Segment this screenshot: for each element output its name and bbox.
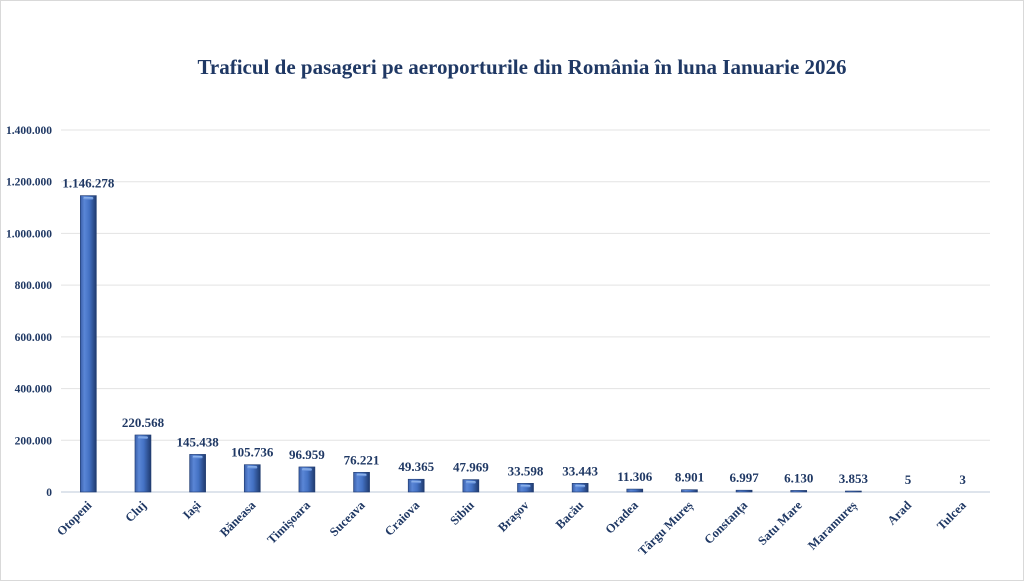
- bar: [80, 195, 97, 493]
- data-label: 96.959: [289, 447, 325, 462]
- x-tick-label: Iași: [180, 498, 205, 523]
- bar: [790, 490, 808, 493]
- x-tick-label: Suceava: [327, 498, 368, 539]
- x-tick-label: Băneasa: [217, 498, 259, 540]
- data-label: 6.130: [784, 470, 813, 485]
- bar: [353, 471, 370, 493]
- bars: [80, 195, 862, 493]
- y-tick-label: 400.000: [15, 384, 53, 396]
- x-tick-label: Tulcea: [934, 498, 969, 533]
- data-label: 3.853: [839, 471, 869, 486]
- bar-highlight: [83, 197, 94, 200]
- x-tick-label: Oradea: [603, 498, 642, 537]
- bar-highlight: [356, 473, 367, 477]
- data-label: 8.901: [675, 470, 704, 485]
- y-axis-ticks: 0 200.000 400.000 600.000 800.000 1.000.000 1.…: [6, 125, 52, 499]
- gridlines: [61, 129, 990, 441]
- x-tick-label: Timișoara: [264, 498, 314, 548]
- bar-body: [845, 490, 862, 493]
- chart-title: Traficul de pasageri pe aeroporturile di…: [197, 55, 846, 79]
- bar: [189, 454, 206, 493]
- bar-body: [298, 466, 316, 493]
- bar-body: [80, 195, 97, 493]
- bar: [298, 466, 316, 493]
- bar-body: [517, 483, 534, 493]
- data-label: 33.443: [562, 463, 598, 478]
- x-axis-ticks: Otopeni Cluj Iași Băneasa Timișoara Suceava Cr…: [54, 498, 969, 559]
- data-label: 76.221: [344, 452, 380, 467]
- bar: [571, 483, 589, 493]
- bar-body: [243, 464, 261, 493]
- data-label: 33.598: [508, 463, 544, 478]
- y-tick-label: 0: [46, 487, 52, 499]
- bar-body: [626, 488, 644, 493]
- y-tick-label: 1.000.000: [6, 228, 52, 240]
- data-label: 220.568: [122, 415, 165, 430]
- data-label: 3: [959, 472, 966, 487]
- bar-highlight: [575, 484, 586, 488]
- bar-highlight: [301, 468, 312, 471]
- bar: [626, 488, 644, 493]
- x-tick-label: Bacău: [553, 498, 587, 532]
- y-tick-label: 1.400.000: [6, 125, 52, 137]
- x-tick-label: Craiova: [382, 498, 423, 539]
- bar-highlight: [247, 466, 258, 469]
- bar-highlight: [192, 455, 203, 459]
- bar: [462, 479, 480, 493]
- data-labels: 1.146.278 220.568 145.438 105.736 96.959 76.2…: [62, 176, 966, 487]
- bar: [517, 483, 534, 493]
- bar-highlight: [520, 484, 531, 488]
- y-tick-label: 600.000: [15, 332, 53, 344]
- data-label: 49.365: [398, 459, 434, 474]
- data-label: 11.306: [617, 469, 653, 484]
- y-tick-label: 1.200.000: [6, 177, 52, 189]
- data-label: 105.736: [231, 445, 274, 460]
- x-tick-label: Sibiu: [447, 498, 477, 528]
- bar: [243, 464, 261, 493]
- bar-body: [735, 489, 753, 493]
- bar-body: [571, 483, 589, 493]
- bar-highlight: [465, 481, 476, 484]
- data-label: 47.969: [453, 460, 489, 475]
- data-label: 145.438: [176, 434, 219, 449]
- bar: [735, 489, 753, 493]
- data-label: 1.146.278: [62, 176, 115, 191]
- x-tick-label: Maramureș: [805, 498, 860, 553]
- bar-body: [681, 489, 698, 493]
- bar-highlight: [137, 436, 148, 439]
- bar: [845, 490, 862, 493]
- bar: [134, 434, 152, 493]
- y-tick-label: 800.000: [15, 280, 53, 292]
- x-tick-label: Târgu Mureș: [635, 498, 696, 559]
- x-tick-label: Arad: [885, 498, 915, 528]
- data-label: 5: [905, 472, 912, 487]
- bar-body: [189, 454, 206, 493]
- bar-body: [134, 434, 152, 493]
- x-tick-label: Constanța: [702, 498, 752, 548]
- bar: [681, 489, 698, 493]
- bar: [407, 478, 425, 493]
- x-tick-label: Brașov: [495, 498, 533, 536]
- y-tick-label: 200.000: [15, 435, 53, 447]
- bar-body: [353, 471, 370, 493]
- x-tick-label: Satu Mare: [755, 498, 805, 548]
- data-label: 6.997: [729, 470, 759, 485]
- x-tick-label: Otopeni: [54, 498, 95, 539]
- x-tick-label: Cluj: [122, 498, 149, 525]
- bar-body: [790, 490, 808, 493]
- bar-highlight: [411, 480, 422, 484]
